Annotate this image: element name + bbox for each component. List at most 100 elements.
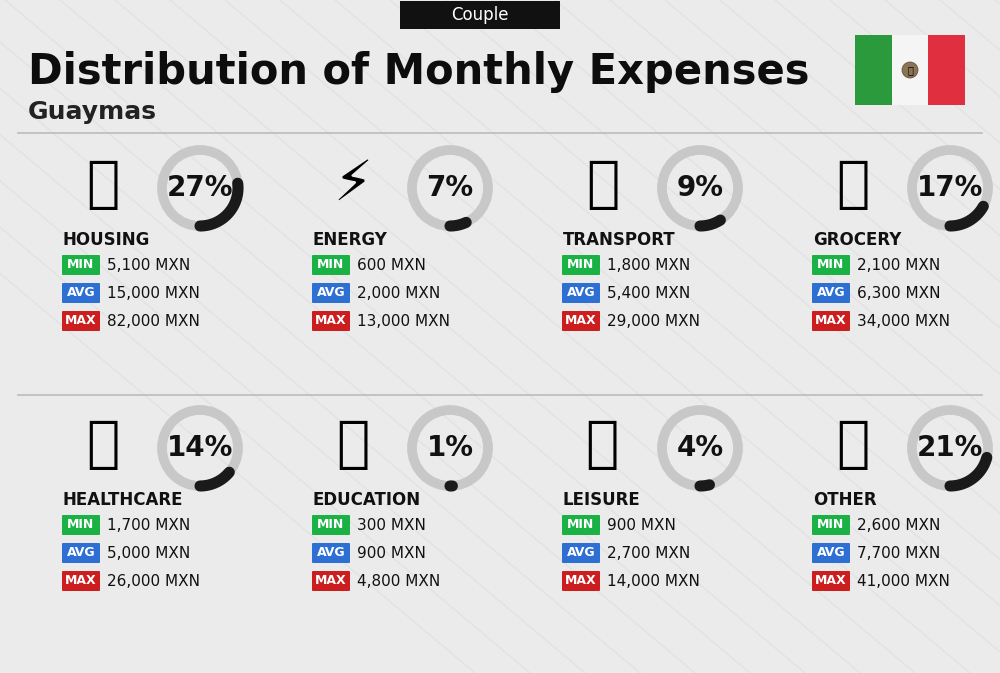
FancyBboxPatch shape bbox=[892, 35, 928, 105]
Text: MAX: MAX bbox=[65, 575, 97, 588]
FancyBboxPatch shape bbox=[812, 543, 850, 563]
Text: 900 MXN: 900 MXN bbox=[607, 518, 676, 532]
Text: 14%: 14% bbox=[167, 434, 233, 462]
FancyBboxPatch shape bbox=[312, 543, 350, 563]
FancyBboxPatch shape bbox=[62, 543, 100, 563]
Text: 7%: 7% bbox=[426, 174, 474, 202]
Text: 👜: 👜 bbox=[836, 418, 870, 472]
Text: 9%: 9% bbox=[676, 174, 724, 202]
Text: 29,000 MXN: 29,000 MXN bbox=[607, 314, 700, 328]
Text: MIN: MIN bbox=[567, 518, 595, 532]
Text: ENERGY: ENERGY bbox=[313, 231, 388, 249]
Text: 5,400 MXN: 5,400 MXN bbox=[607, 285, 690, 301]
Text: AVG: AVG bbox=[567, 546, 595, 559]
Text: 🛍️: 🛍️ bbox=[586, 418, 620, 472]
Text: 41,000 MXN: 41,000 MXN bbox=[857, 573, 950, 588]
FancyBboxPatch shape bbox=[562, 515, 600, 535]
Text: AVG: AVG bbox=[817, 287, 845, 299]
Text: AVG: AVG bbox=[817, 546, 845, 559]
FancyBboxPatch shape bbox=[562, 571, 600, 591]
Text: MIN: MIN bbox=[317, 518, 345, 532]
Text: 21%: 21% bbox=[917, 434, 983, 462]
Text: 1,700 MXN: 1,700 MXN bbox=[107, 518, 190, 532]
Text: 34,000 MXN: 34,000 MXN bbox=[857, 314, 950, 328]
Text: MIN: MIN bbox=[67, 258, 95, 271]
FancyBboxPatch shape bbox=[312, 255, 350, 275]
FancyBboxPatch shape bbox=[562, 543, 600, 563]
Text: 2,700 MXN: 2,700 MXN bbox=[607, 546, 690, 561]
Text: MIN: MIN bbox=[67, 518, 95, 532]
Text: HOUSING: HOUSING bbox=[63, 231, 150, 249]
Text: MAX: MAX bbox=[315, 314, 347, 328]
Text: 2,600 MXN: 2,600 MXN bbox=[857, 518, 940, 532]
Text: 900 MXN: 900 MXN bbox=[357, 546, 426, 561]
Text: 26,000 MXN: 26,000 MXN bbox=[107, 573, 200, 588]
FancyBboxPatch shape bbox=[812, 571, 850, 591]
Text: 13,000 MXN: 13,000 MXN bbox=[357, 314, 450, 328]
Text: MAX: MAX bbox=[315, 575, 347, 588]
Text: EDUCATION: EDUCATION bbox=[313, 491, 421, 509]
Text: 5,100 MXN: 5,100 MXN bbox=[107, 258, 190, 273]
FancyBboxPatch shape bbox=[400, 1, 560, 29]
FancyBboxPatch shape bbox=[62, 255, 100, 275]
Text: 🚌: 🚌 bbox=[586, 158, 620, 212]
Text: 🎓: 🎓 bbox=[336, 418, 370, 472]
Text: MAX: MAX bbox=[565, 314, 597, 328]
FancyBboxPatch shape bbox=[812, 311, 850, 331]
FancyBboxPatch shape bbox=[62, 571, 100, 591]
Text: OTHER: OTHER bbox=[813, 491, 877, 509]
Text: AVG: AVG bbox=[567, 287, 595, 299]
FancyBboxPatch shape bbox=[812, 283, 850, 303]
Text: 🏢: 🏢 bbox=[86, 158, 120, 212]
Text: LEISURE: LEISURE bbox=[563, 491, 641, 509]
Text: TRANSPORT: TRANSPORT bbox=[563, 231, 676, 249]
Text: MAX: MAX bbox=[815, 314, 847, 328]
FancyBboxPatch shape bbox=[312, 283, 350, 303]
Text: AVG: AVG bbox=[317, 546, 345, 559]
FancyBboxPatch shape bbox=[812, 255, 850, 275]
FancyBboxPatch shape bbox=[312, 571, 350, 591]
Text: 7,700 MXN: 7,700 MXN bbox=[857, 546, 940, 561]
Text: MIN: MIN bbox=[567, 258, 595, 271]
Text: 82,000 MXN: 82,000 MXN bbox=[107, 314, 200, 328]
FancyBboxPatch shape bbox=[855, 35, 892, 105]
FancyBboxPatch shape bbox=[562, 255, 600, 275]
Text: ⚡: ⚡ bbox=[334, 158, 372, 212]
Text: 27%: 27% bbox=[167, 174, 233, 202]
Text: MAX: MAX bbox=[815, 575, 847, 588]
Text: 5,000 MXN: 5,000 MXN bbox=[107, 546, 190, 561]
Text: 17%: 17% bbox=[917, 174, 983, 202]
FancyBboxPatch shape bbox=[62, 283, 100, 303]
Text: Guaymas: Guaymas bbox=[28, 100, 157, 124]
Text: MAX: MAX bbox=[65, 314, 97, 328]
FancyBboxPatch shape bbox=[312, 311, 350, 331]
Text: GROCERY: GROCERY bbox=[813, 231, 901, 249]
FancyBboxPatch shape bbox=[562, 283, 600, 303]
Text: 1%: 1% bbox=[426, 434, 474, 462]
Text: 2,100 MXN: 2,100 MXN bbox=[857, 258, 940, 273]
Text: 300 MXN: 300 MXN bbox=[357, 518, 426, 532]
Text: Couple: Couple bbox=[451, 6, 509, 24]
Text: 1,800 MXN: 1,800 MXN bbox=[607, 258, 690, 273]
Text: 6,300 MXN: 6,300 MXN bbox=[857, 285, 940, 301]
Text: 4,800 MXN: 4,800 MXN bbox=[357, 573, 440, 588]
Text: 600 MXN: 600 MXN bbox=[357, 258, 426, 273]
Text: 4%: 4% bbox=[676, 434, 724, 462]
Text: 2,000 MXN: 2,000 MXN bbox=[357, 285, 440, 301]
FancyBboxPatch shape bbox=[62, 515, 100, 535]
Circle shape bbox=[902, 62, 918, 78]
FancyBboxPatch shape bbox=[312, 515, 350, 535]
Text: 🛒: 🛒 bbox=[836, 158, 870, 212]
Text: MIN: MIN bbox=[317, 258, 345, 271]
FancyBboxPatch shape bbox=[928, 35, 965, 105]
Text: MIN: MIN bbox=[817, 258, 845, 271]
FancyBboxPatch shape bbox=[562, 311, 600, 331]
Text: Distribution of Monthly Expenses: Distribution of Monthly Expenses bbox=[28, 51, 810, 93]
Text: AVG: AVG bbox=[317, 287, 345, 299]
Text: AVG: AVG bbox=[67, 287, 95, 299]
Text: 🦅: 🦅 bbox=[907, 65, 913, 75]
Text: AVG: AVG bbox=[67, 546, 95, 559]
Text: MAX: MAX bbox=[565, 575, 597, 588]
Text: HEALTHCARE: HEALTHCARE bbox=[63, 491, 184, 509]
Text: 15,000 MXN: 15,000 MXN bbox=[107, 285, 200, 301]
